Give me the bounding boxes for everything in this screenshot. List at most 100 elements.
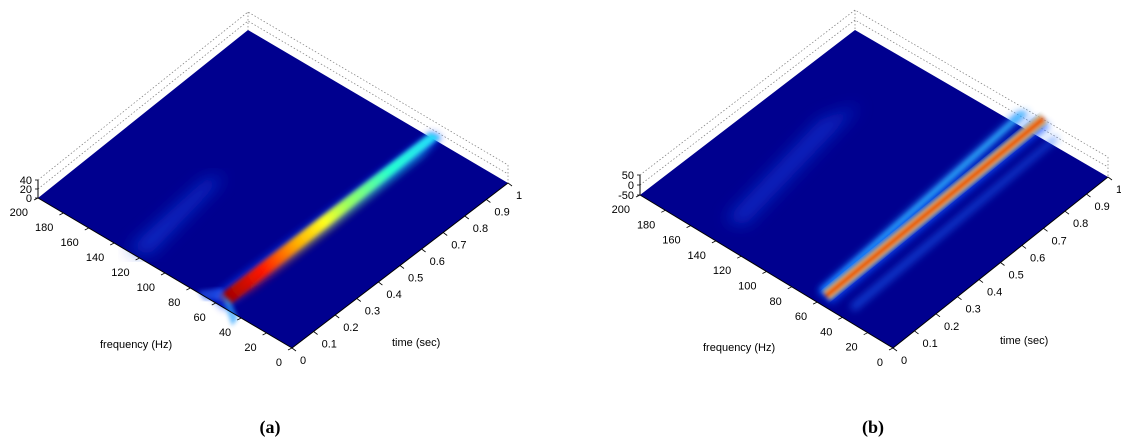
time-tick-label: 0 bbox=[901, 355, 907, 367]
freq-tick-label: 0 bbox=[877, 357, 883, 369]
tick-mark bbox=[914, 330, 919, 335]
z-tick-label: 0 bbox=[628, 180, 634, 192]
panel-a-caption: (a) bbox=[260, 417, 281, 438]
tick-mark bbox=[812, 301, 818, 305]
tick-mark bbox=[661, 209, 666, 213]
tick-mark bbox=[262, 332, 267, 336]
time-tick-label: 0.5 bbox=[1009, 270, 1024, 282]
freq-tick-label: 200 bbox=[10, 207, 28, 219]
time-tick-label: 0.3 bbox=[966, 304, 981, 316]
panel-a-surface bbox=[38, 30, 508, 348]
tick-mark bbox=[935, 313, 941, 318]
freq-tick-label: 20 bbox=[244, 342, 256, 354]
tick-mark bbox=[291, 347, 297, 352]
panel-a-time-ticks: 0 0.1 0.2 0.3 0.4 0.5 0.6 0.7 0.8 0.9 1 bbox=[291, 182, 522, 367]
time-tick-label: 0.3 bbox=[365, 306, 380, 318]
panel-a-ylabel: frequency (Hz) bbox=[100, 339, 172, 351]
tick-mark bbox=[356, 298, 362, 302]
panel-b-freq-ticks: 0 20 40 60 80 100 120 140 160 180 200 bbox=[612, 194, 894, 369]
freq-tick-label: 20 bbox=[845, 342, 857, 354]
panel-b: 0 20 40 60 80 100 120 140 160 180 200 0 0.1 0.2 0.3 0.… bbox=[612, 9, 1121, 438]
panel-b-faint-ridge bbox=[725, 105, 860, 225]
time-tick-label: 0.6 bbox=[1030, 252, 1045, 264]
tick-mark bbox=[1021, 245, 1027, 249]
time-tick-label: 0.9 bbox=[1095, 201, 1110, 213]
time-tick-label: 1 bbox=[516, 190, 522, 202]
tick-mark bbox=[863, 332, 868, 336]
freq-tick-label: 180 bbox=[637, 219, 655, 231]
tick-mark bbox=[1064, 210, 1070, 215]
tick-mark bbox=[313, 331, 318, 335]
freq-tick-label: 180 bbox=[35, 222, 53, 234]
tick-mark bbox=[892, 347, 898, 352]
tick-mark bbox=[464, 215, 470, 220]
freq-tick-label: 60 bbox=[795, 311, 807, 323]
freq-tick-label: 40 bbox=[820, 326, 832, 338]
tick-mark bbox=[486, 199, 491, 203]
tick-mark bbox=[507, 182, 513, 187]
time-tick-label: 0.2 bbox=[343, 322, 358, 334]
tick-mark bbox=[334, 314, 340, 319]
tick-mark bbox=[838, 317, 843, 320]
time-tick-label: 0 bbox=[300, 355, 306, 367]
freq-tick-label: 80 bbox=[168, 297, 180, 309]
tick-mark bbox=[186, 287, 191, 291]
freq-tick-label: 60 bbox=[194, 312, 206, 324]
freq-tick-label: 40 bbox=[219, 327, 231, 339]
z-tick-label: 0 bbox=[26, 193, 32, 205]
panel-a-freq-ticks: 0 20 40 60 80 100 120 140 160 180 200 bbox=[10, 197, 293, 369]
panel-a-xlabel: time (sec) bbox=[392, 337, 440, 349]
z-tick-label: 20 bbox=[20, 184, 32, 196]
tick-mark bbox=[737, 255, 742, 259]
panel-b-time-ticks: 0 0.1 0.2 0.3 0.4 0.5 0.6 0.7 0.8 0.9 1 bbox=[892, 176, 1121, 367]
panel-b-ridge bbox=[818, 113, 1058, 312]
panel-b-caption: (b) bbox=[862, 417, 884, 438]
panel-b-bounding-box bbox=[639, 9, 1109, 195]
freq-tick-label: 100 bbox=[137, 282, 155, 294]
freq-tick-label: 200 bbox=[612, 204, 630, 216]
tick-mark bbox=[160, 272, 166, 276]
tick-mark bbox=[378, 281, 383, 286]
tick-mark bbox=[686, 225, 691, 228]
freq-tick-label: 160 bbox=[662, 235, 680, 247]
tick-mark bbox=[237, 317, 242, 321]
freq-tick-label: 80 bbox=[770, 296, 782, 308]
panel-b-xlabel: time (sec) bbox=[1000, 335, 1048, 347]
panel-b-side-ridge bbox=[818, 112, 1030, 295]
tick-mark bbox=[1107, 176, 1113, 181]
z-tick-label: 40 bbox=[20, 175, 32, 187]
tick-mark bbox=[421, 248, 426, 253]
time-tick-label: 0.4 bbox=[987, 287, 1002, 299]
tick-mark bbox=[762, 271, 767, 274]
freq-tick-label: 120 bbox=[111, 267, 129, 279]
tick-mark bbox=[59, 212, 64, 216]
panel-b-surface bbox=[640, 30, 1108, 348]
panel-a-faint-ridge bbox=[128, 176, 225, 254]
tick-mark bbox=[287, 347, 293, 351]
time-tick-label: 0.8 bbox=[473, 223, 488, 235]
tick-mark bbox=[135, 257, 140, 261]
time-tick-label: 0.7 bbox=[1052, 235, 1067, 247]
time-tick-label: 0.4 bbox=[386, 289, 401, 301]
tick-mark bbox=[1043, 227, 1048, 232]
time-tick-label: 0.7 bbox=[451, 240, 466, 252]
z-tick-label: -50 bbox=[618, 190, 634, 202]
freq-tick-label: 160 bbox=[60, 237, 78, 249]
time-tick-label: 0.2 bbox=[944, 321, 959, 333]
time-tick-label: 0.9 bbox=[494, 207, 509, 219]
freq-tick-label: 100 bbox=[738, 281, 756, 293]
tick-mark bbox=[1086, 193, 1091, 198]
time-tick-label: 0.1 bbox=[923, 338, 938, 350]
time-tick-label: 1 bbox=[1116, 184, 1121, 196]
tick-mark bbox=[957, 296, 962, 301]
time-tick-label: 0.5 bbox=[408, 273, 423, 285]
tick-mark bbox=[110, 242, 115, 246]
time-tick-label: 0.1 bbox=[322, 339, 337, 351]
panel-a-ridge bbox=[198, 132, 442, 326]
tick-mark bbox=[84, 227, 89, 231]
tick-mark bbox=[888, 347, 894, 351]
